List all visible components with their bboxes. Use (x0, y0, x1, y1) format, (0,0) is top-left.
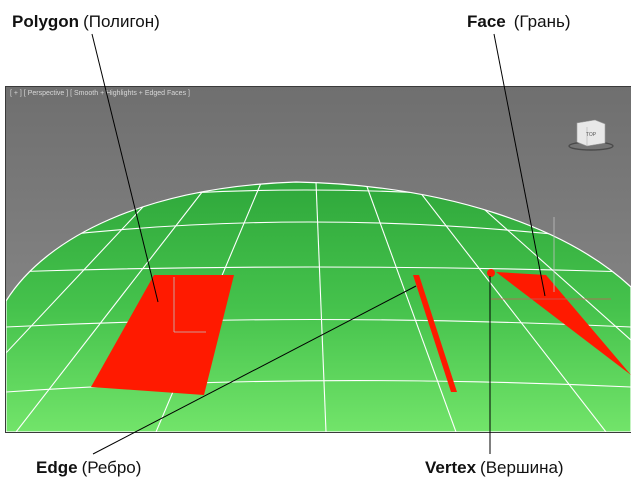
viewcube[interactable]: TOP (568, 119, 614, 151)
polygon-label-en: Polygon (12, 12, 80, 31)
vertex-label: Vertex (Вершина) (425, 458, 564, 478)
selected-edge[interactable] (413, 275, 457, 392)
selected-face[interactable] (496, 272, 631, 375)
edge-label-ru: (Ребро) (81, 458, 142, 477)
viewport-caption[interactable]: [ + ] [ Perspective ] [ Smooth + Highlig… (10, 90, 190, 97)
vertex-label-en: Vertex (425, 458, 477, 477)
edge-label: Edge (Ребро) (36, 458, 141, 478)
selected-vertex[interactable] (487, 269, 495, 277)
cube-icon[interactable] (576, 119, 606, 147)
edge-label-en: Edge (36, 458, 78, 477)
perspective-viewport[interactable]: TOP [ + ] [ Perspective ] [ Smooth + Hig… (5, 86, 631, 433)
mesh-render: TOP (6, 87, 631, 432)
face-label-ru: (Грань) (513, 12, 571, 31)
polygon-label: Polygon (Полигон) (12, 12, 160, 32)
polygon-label-ru: (Полигон) (83, 12, 160, 31)
viewcube-face-label: TOP (586, 132, 597, 138)
vertex-label-ru: (Вершина) (480, 458, 564, 477)
face-label: Face (Грань) (467, 12, 570, 32)
face-label-en: Face (467, 12, 506, 31)
